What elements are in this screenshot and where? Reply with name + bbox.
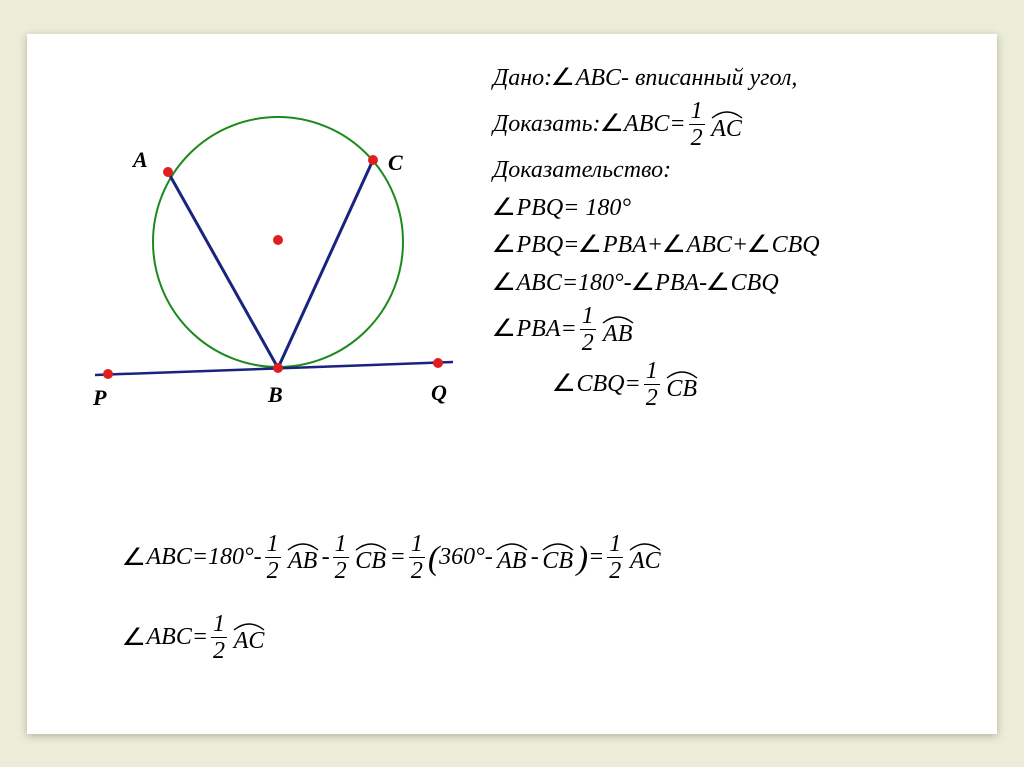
- fraction-half: 1 2: [607, 532, 623, 583]
- arc-AC: AC: [232, 621, 266, 653]
- angle-icon: ∠: [551, 368, 576, 402]
- chord-BA: [168, 172, 278, 368]
- fraction-half: 1 2: [333, 532, 349, 583]
- label-A: A: [131, 147, 148, 172]
- point-Q: [433, 358, 443, 368]
- arc-AB: AB: [495, 541, 529, 573]
- line-pbq-sum: ∠PBQ= ∠PBA+ ∠ABC+ ∠CBQ: [493, 229, 993, 263]
- arc-AB: AB: [286, 541, 320, 573]
- arc-CB: CB: [665, 369, 699, 401]
- line-abc-diff: ∠ABC=180°- ∠PBA- ∠CBQ: [493, 267, 993, 301]
- angle-icon: ∠: [491, 229, 516, 263]
- fraction-half: 1 2: [689, 99, 705, 150]
- label-B: B: [267, 382, 283, 407]
- angle-icon: ∠: [630, 267, 655, 301]
- label-Q: Q: [431, 380, 447, 405]
- arc-CB: CB: [354, 541, 388, 573]
- angle-icon: ∠: [599, 108, 624, 142]
- angle-ABC: ABC: [576, 62, 621, 96]
- angle-icon: ∠: [121, 623, 146, 652]
- arc-AC: AC: [628, 541, 662, 573]
- proof-header: Доказательство:: [493, 154, 993, 188]
- arc-AB: AB: [601, 314, 635, 346]
- label-C: C: [388, 150, 403, 175]
- given-suffix: - вписанный угол,: [621, 62, 797, 96]
- fraction-half: 1 2: [265, 532, 281, 583]
- angle-icon: ∠: [551, 62, 576, 96]
- angle-icon: ∠: [661, 229, 686, 263]
- derivation-line: ∠ABC=180°- 1 2 AB - 1 2 CB =: [123, 532, 1003, 587]
- fraction-half: 1 2: [644, 359, 660, 410]
- content-area: A C B P Q Дано: ∠ABC - вписанный угол, Д…: [53, 52, 971, 716]
- fraction-half: 1 2: [580, 304, 596, 355]
- line-cbq-arc: ∠CBQ= 1 2 CB: [553, 359, 993, 410]
- given-line: Дано: ∠ABC - вписанный угол,: [493, 62, 993, 96]
- slide-panel: A C B P Q Дано: ∠ABC - вписанный угол, Д…: [27, 34, 997, 734]
- fraction-half: 1 2: [211, 612, 227, 663]
- point-B: [273, 363, 283, 373]
- angle-icon: ∠: [121, 543, 146, 572]
- equals: =: [669, 108, 685, 142]
- line-pba-arc: ∠PBA= 1 2 AB: [493, 304, 993, 355]
- geometry-diagram: A C B P Q: [53, 92, 473, 442]
- angle-icon: ∠: [706, 267, 731, 301]
- prove-line: Доказать: ∠ABC = 1 2 AC: [493, 99, 993, 150]
- point-P: [103, 369, 113, 379]
- angle-icon: ∠: [491, 313, 516, 347]
- label-P: P: [92, 385, 107, 410]
- arc-CB: CB: [541, 541, 575, 573]
- center-dot: [273, 235, 283, 245]
- prove-prefix: Доказать:: [493, 108, 601, 142]
- given-prefix: Дано:: [493, 62, 552, 96]
- line-pbq-180: ∠PBQ = 180°: [493, 192, 993, 226]
- point-A: [163, 167, 173, 177]
- arc-AC: AC: [710, 109, 744, 141]
- angle-icon: ∠: [491, 267, 516, 301]
- angle-icon: ∠: [578, 229, 603, 263]
- angle-icon: ∠: [747, 229, 772, 263]
- conclusion-line: ∠ABC = 1 2 AC: [123, 612, 1003, 667]
- fraction-half: 1 2: [409, 532, 425, 583]
- angle-icon: ∠: [491, 192, 516, 226]
- point-C: [368, 155, 378, 165]
- angle-ABC: ABC: [624, 108, 669, 142]
- proof-text-block: Дано: ∠ABC - вписанный угол, Доказать: ∠…: [493, 62, 993, 415]
